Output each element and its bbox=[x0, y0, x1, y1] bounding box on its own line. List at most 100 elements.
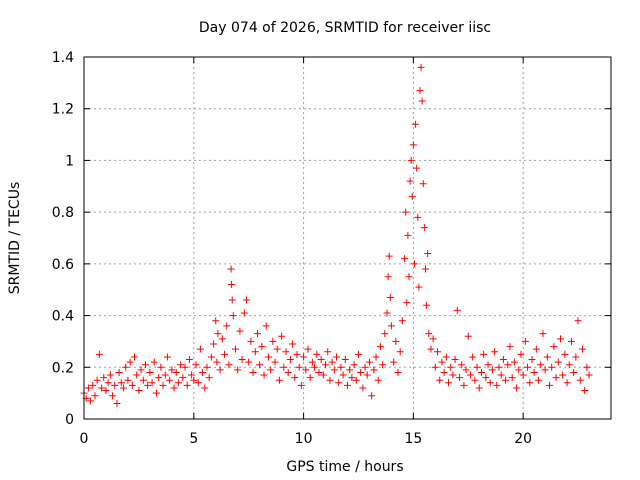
data-point bbox=[203, 363, 211, 371]
data-point bbox=[425, 330, 433, 338]
data-point bbox=[574, 317, 582, 325]
data-point bbox=[374, 376, 382, 384]
data-point bbox=[155, 374, 163, 382]
data-point bbox=[477, 368, 485, 376]
data-point bbox=[306, 374, 314, 382]
data-point bbox=[262, 322, 270, 330]
data-point bbox=[251, 348, 259, 356]
data-point bbox=[404, 231, 412, 239]
data-point bbox=[326, 376, 334, 384]
data-point bbox=[139, 376, 147, 384]
data-point bbox=[258, 343, 266, 351]
data-point bbox=[228, 296, 236, 304]
data-point bbox=[267, 366, 275, 374]
data-point bbox=[278, 332, 286, 340]
data-point bbox=[269, 337, 277, 345]
data-point bbox=[344, 381, 351, 389]
data-point bbox=[313, 350, 321, 358]
data-point bbox=[381, 330, 389, 338]
data-point bbox=[390, 358, 398, 366]
data-point bbox=[185, 356, 193, 364]
data-point bbox=[253, 330, 261, 338]
data-point bbox=[402, 208, 410, 216]
data-point bbox=[570, 368, 578, 376]
data-point bbox=[352, 376, 360, 384]
data-point bbox=[493, 381, 501, 389]
data-point bbox=[205, 374, 213, 382]
data-point bbox=[247, 337, 255, 345]
data-point bbox=[177, 361, 185, 369]
data-point bbox=[368, 392, 376, 400]
data-point bbox=[128, 381, 136, 389]
data-point bbox=[348, 374, 356, 382]
data-point bbox=[295, 363, 303, 371]
data-point bbox=[572, 353, 580, 361]
data-point bbox=[280, 363, 288, 371]
data-point bbox=[240, 309, 248, 317]
data-point bbox=[535, 376, 543, 384]
data-point bbox=[293, 350, 301, 358]
data-point bbox=[436, 376, 444, 384]
data-point bbox=[392, 337, 400, 345]
data-point bbox=[260, 371, 268, 379]
data-point bbox=[113, 399, 121, 407]
data-point bbox=[532, 345, 540, 353]
data-point bbox=[471, 376, 479, 384]
data-point bbox=[330, 366, 338, 374]
data-point bbox=[170, 384, 178, 392]
data-point bbox=[216, 366, 224, 374]
data-point bbox=[304, 345, 312, 353]
y-tick-label: 0.6 bbox=[52, 257, 74, 273]
data-point bbox=[506, 343, 514, 351]
data-point bbox=[322, 361, 330, 369]
data-point bbox=[469, 353, 477, 361]
data-point bbox=[559, 371, 567, 379]
data-point bbox=[376, 343, 384, 351]
data-point bbox=[417, 63, 425, 71]
x-tick-label: 15 bbox=[404, 431, 422, 447]
data-point bbox=[453, 306, 461, 314]
data-point bbox=[221, 350, 229, 358]
data-point bbox=[91, 392, 99, 400]
data-point bbox=[398, 317, 406, 325]
data-point bbox=[126, 358, 134, 366]
data-point bbox=[172, 368, 180, 376]
data-point bbox=[414, 213, 422, 221]
data-point bbox=[429, 335, 437, 343]
data-point bbox=[282, 348, 290, 356]
data-point bbox=[370, 366, 378, 374]
data-point bbox=[508, 374, 516, 382]
data-point bbox=[561, 350, 569, 358]
data-point bbox=[524, 363, 532, 371]
data-point bbox=[141, 361, 149, 369]
data-point bbox=[455, 374, 463, 382]
data-point bbox=[548, 363, 556, 371]
data-point bbox=[256, 361, 264, 369]
data-point bbox=[194, 379, 202, 387]
data-point bbox=[89, 381, 97, 389]
data-point bbox=[100, 374, 108, 382]
data-point bbox=[510, 358, 518, 366]
data-point bbox=[218, 335, 226, 343]
data-point bbox=[578, 345, 586, 353]
data-point bbox=[111, 381, 119, 389]
data-point bbox=[227, 265, 235, 273]
data-point bbox=[361, 363, 369, 371]
data-point bbox=[166, 376, 174, 384]
data-point bbox=[190, 376, 198, 384]
data-point bbox=[521, 337, 529, 345]
data-point bbox=[317, 356, 325, 364]
data-point bbox=[563, 379, 571, 387]
data-point bbox=[245, 358, 253, 366]
data-point bbox=[541, 366, 549, 374]
data-point bbox=[284, 368, 292, 376]
data-point bbox=[161, 371, 169, 379]
data-point bbox=[115, 368, 123, 376]
data-point bbox=[442, 353, 450, 361]
data-point bbox=[482, 374, 490, 382]
data-point bbox=[406, 177, 414, 185]
x-tick-label: 0 bbox=[80, 431, 89, 447]
data-points bbox=[80, 63, 593, 407]
data-point bbox=[410, 260, 418, 268]
data-point bbox=[122, 363, 130, 371]
